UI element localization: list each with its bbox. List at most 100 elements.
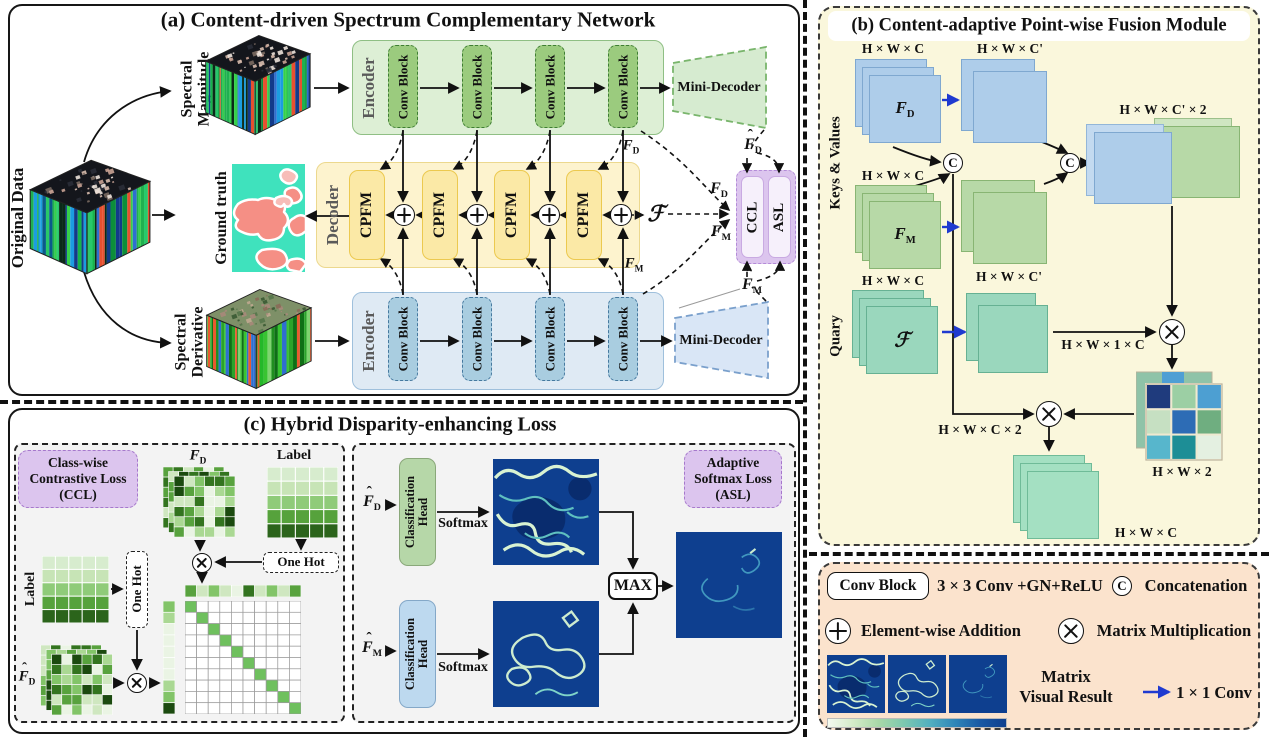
spectral-magnitude-cube-part [239, 69, 243, 72]
original-data-cube-part [115, 196, 120, 260]
fm-symbol-mid-part-part: F [710, 222, 722, 240]
original-data-cube-part [110, 198, 116, 262]
label-grid-top-part [294, 523, 311, 538]
fd-hat-feature-cube-part [51, 674, 63, 685]
fd-symbol-top: FD [623, 138, 640, 157]
fm-hat-symbol-part: ˆ FM [742, 267, 762, 296]
legend-heatmap-2-part-part [895, 690, 910, 702]
spectral-magnitude-cube-part [244, 66, 246, 69]
fd-stack-symbol-part-part: D [906, 109, 915, 121]
class-row-strip-part [185, 585, 197, 597]
decoder-label: Decoder [323, 184, 342, 246]
max-fused-map-part-part [732, 605, 755, 611]
one-hot-box-top [263, 552, 339, 573]
legend-heatmap-3-part-part [984, 666, 996, 678]
spectral-magnitude-cube-part [215, 65, 219, 119]
legend-conv-desc: 3 × 3 Conv +GN+ReLU [937, 576, 1103, 595]
similarity-matrix-grid-part [219, 611, 232, 624]
similarity-matrix-grid-part [277, 611, 290, 624]
spectral-magnitude-cube-part [266, 58, 270, 61]
spectral-magnitude-cube-part [295, 59, 300, 115]
cpfm-3-part-part: CPFM [503, 191, 521, 239]
original-data-cube-part [104, 202, 107, 265]
fd-symbol-ccl-part: FD [190, 448, 207, 467]
fd-hat-symbol-asl-part-part: ˆ [366, 484, 372, 502]
horizontal-dashed-separator-left [0, 400, 803, 404]
max-fused-map-part-part [740, 553, 761, 574]
spectral-derivative-cube-part [251, 333, 254, 388]
similarity-matrix-grid-part [265, 601, 279, 613]
original-data-cube-part [106, 200, 111, 264]
similarity-matrix-grid-part [277, 657, 290, 670]
fd-feature-cube-part [194, 485, 205, 497]
spectral-magnitude-cube-part [259, 46, 265, 51]
spectral-derivative-cube-part [271, 306, 276, 311]
spectral-derivative-cube-part [299, 311, 305, 367]
attention-map-mosaic-part [1145, 383, 1173, 411]
legend-heatmap-1-part [830, 674, 880, 699]
fd-hat-symbol-ccl-part-part: D [28, 677, 36, 688]
ground-truth-map-part-part [287, 214, 305, 237]
query-proj-front [978, 305, 1048, 373]
label-grid-top-part [309, 494, 325, 511]
spectral-derivative-cube-part [249, 313, 257, 320]
spectral-magnitude-cube-part [291, 61, 296, 117]
cpfm-2: CPFM [422, 170, 458, 260]
similarity-matrix-grid-part [277, 668, 290, 681]
spectral-magnitude-cube-part [229, 70, 232, 124]
spectral-magnitude-cube-part [287, 64, 289, 119]
conv-block-magnitude-1: Conv Block [388, 45, 418, 128]
spectral-magnitude-cube-part [248, 60, 255, 66]
spectral-magnitude-cube-part [284, 57, 288, 60]
original-data-cube-part [92, 208, 95, 271]
class-vector-strip-part [163, 601, 175, 613]
similarity-matrix-grid-part [231, 702, 244, 714]
spectral-magnitude-cube-part [265, 44, 269, 48]
class-row-strip-part [265, 585, 279, 597]
original-data-cube-part [100, 183, 106, 189]
fm-symbol-mid-part-part: M [721, 232, 732, 244]
label-grid-left-part [81, 582, 97, 597]
spectral-derivative-cube-part [241, 329, 244, 384]
label-grid-left-part [68, 609, 83, 623]
similarity-matrix-grid-part [207, 634, 221, 647]
legend-heatmap-1-part-part [867, 683, 880, 688]
softmax-map-derivative-part-part [566, 511, 589, 519]
spectral-derivative-cube-part [304, 310, 307, 365]
spectral-magnitude-cube-part [285, 65, 288, 120]
spectral-magnitude-cube-part [263, 75, 268, 131]
plus-circle-icon [538, 204, 560, 226]
original-data-cube-part [144, 182, 148, 246]
spectral-magnitude-cube-part [237, 74, 239, 128]
label-grid-left-part [81, 568, 97, 584]
plus-circle-icon-part [837, 622, 839, 640]
similarity-matrix-grid-part [254, 657, 267, 670]
spectral-magnitude-cube-part [277, 49, 284, 56]
fd-hat-feature-cube-part [81, 694, 93, 706]
spectral-magnitude-cube-part [283, 45, 289, 51]
fd-symbol-mid-part-part: F [710, 179, 721, 197]
similarity-matrix-grid-part [265, 691, 279, 704]
ccl-badge-part: (CCL) [59, 486, 97, 502]
similarity-matrix-grid-part [196, 702, 209, 714]
similarity-matrix-grid-part [265, 634, 279, 647]
label-grid-left-part [95, 568, 109, 584]
fd-hat-feature-cube-part [81, 684, 93, 696]
similarity-matrix-grid-part [242, 679, 255, 692]
spectral-derivative-cube-part [258, 317, 266, 324]
fd-hat-feature-cube-part [101, 653, 113, 665]
fm-hat-symbol-asl-part-part: F [361, 638, 373, 656]
cpfm-4: CPFM [566, 170, 602, 260]
fd-hat-feature-cube-part [71, 704, 83, 715]
conv-block-magnitude-3-part: Conv Block [536, 46, 564, 127]
classification-head-blue-label: Classification Head [403, 618, 430, 690]
spectral-derivative-cube-part [224, 309, 228, 313]
spectral-magnitude-cube-part [268, 58, 273, 62]
spectral-magnitude-cube-part [218, 66, 220, 119]
softmax-map-derivative-part-part [502, 543, 586, 558]
max-fused-map-part [749, 548, 757, 555]
fd-hat-feature-cube-part [91, 694, 103, 706]
max-fused-map-part-part [701, 577, 739, 603]
legend-heatmap-2-part-part [897, 672, 939, 698]
fm-symbol-mid: FM [711, 223, 731, 243]
